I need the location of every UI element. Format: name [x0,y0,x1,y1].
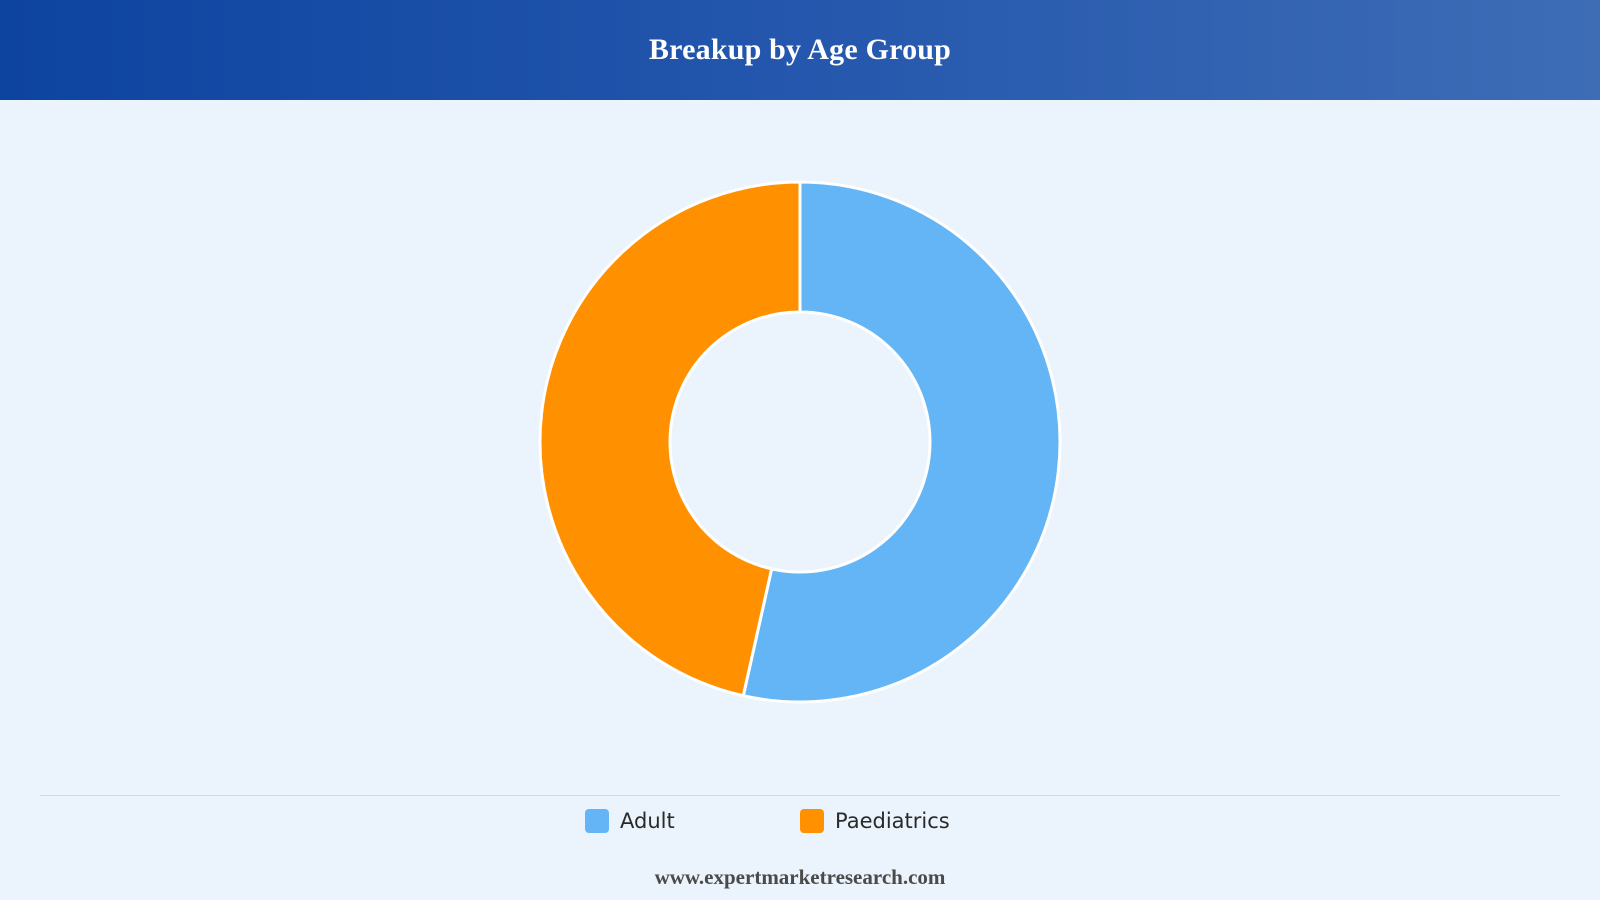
donut-slice-adult[interactable] [741,180,1062,704]
legend-item-paediatrics[interactable]: Paediatrics [800,806,1015,836]
donut-chart-area [0,100,1600,790]
header-banner: Breakup by Age Group [0,0,1600,100]
legend-divider [40,795,1560,796]
legend-swatch-paediatrics [800,809,824,833]
source-url: www.expertmarketresearch.com [654,865,946,889]
legend: Adult Paediatrics [0,806,1600,836]
legend-label-adult: Adult [620,809,675,833]
donut-slice-paediatrics[interactable] [538,180,802,698]
donut-chart [538,180,1062,704]
legend-item-adult[interactable]: Adult [585,806,800,836]
chart-title: Breakup by Age Group [648,33,952,66]
legend-label-paediatrics: Paediatrics [835,809,950,833]
legend-swatch-adult [585,809,609,833]
